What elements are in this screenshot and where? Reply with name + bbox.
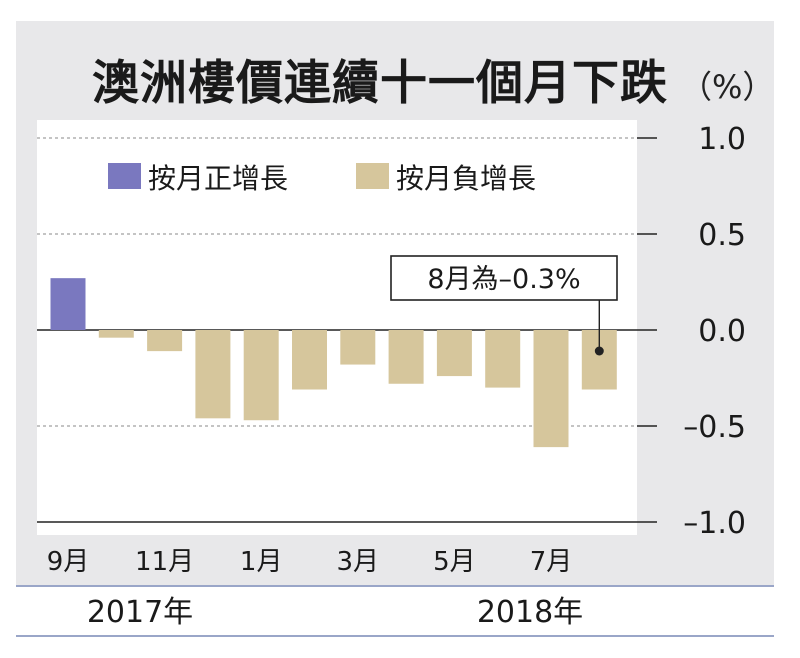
- bars: [50, 278, 617, 448]
- y-tick-label: 0.5: [698, 218, 746, 253]
- y-tick-label: –0.5: [683, 410, 746, 445]
- annotation-text: 8月為–0.3%: [427, 264, 580, 295]
- bar-2018-03: [340, 330, 376, 365]
- year-label: 2018年: [477, 595, 583, 630]
- legend-swatch: [356, 163, 389, 189]
- bar-2018-02: [292, 330, 327, 390]
- y-tick-label: 1.0: [698, 122, 746, 157]
- y-tick-labels: 1.0 0.5 0.0 –0.5 –1.0: [683, 122, 746, 541]
- bar-2017-11: [147, 330, 183, 352]
- legend: 按月正增長 按月負增長: [108, 162, 536, 195]
- annotation-box: [390, 255, 618, 301]
- chart-title: 澳洲樓價連續十一個月下跌: [92, 56, 668, 111]
- legend-label: 按月負增長: [396, 162, 536, 195]
- x-tick-label: 7月: [530, 547, 573, 577]
- bar-2018-05: [436, 330, 472, 377]
- y-tick-label: 0.0: [698, 314, 746, 349]
- bar-2017-10: [98, 330, 134, 338]
- bar-2017-09: [50, 278, 86, 330]
- unit-label: （%）: [680, 68, 775, 106]
- bar-2018-07: [533, 330, 569, 448]
- x-tick-label: 1月: [240, 547, 283, 577]
- y-tick-label: –1.0: [683, 506, 746, 541]
- year-label: 2017年: [87, 595, 193, 630]
- x-tick-label: 9月: [47, 547, 90, 577]
- bar-2017-12: [195, 330, 231, 419]
- legend-label: 按月正增長: [148, 162, 288, 195]
- bar-2018-04: [388, 330, 424, 384]
- annotation: 8月為–0.3%: [390, 255, 618, 356]
- x-tick-label: 5月: [433, 547, 476, 577]
- x-tick-labels: 9月 11月 1月 3月 5月 7月 2017年 2018年: [47, 547, 583, 630]
- bar-2018-01: [243, 330, 279, 421]
- x-tick-label: 3月: [337, 547, 380, 577]
- annotation-dot: [594, 346, 604, 356]
- plot-area: [37, 120, 637, 535]
- legend-swatch: [108, 163, 141, 189]
- x-tick-label: 11月: [135, 547, 194, 577]
- bar-2018-06: [485, 330, 521, 388]
